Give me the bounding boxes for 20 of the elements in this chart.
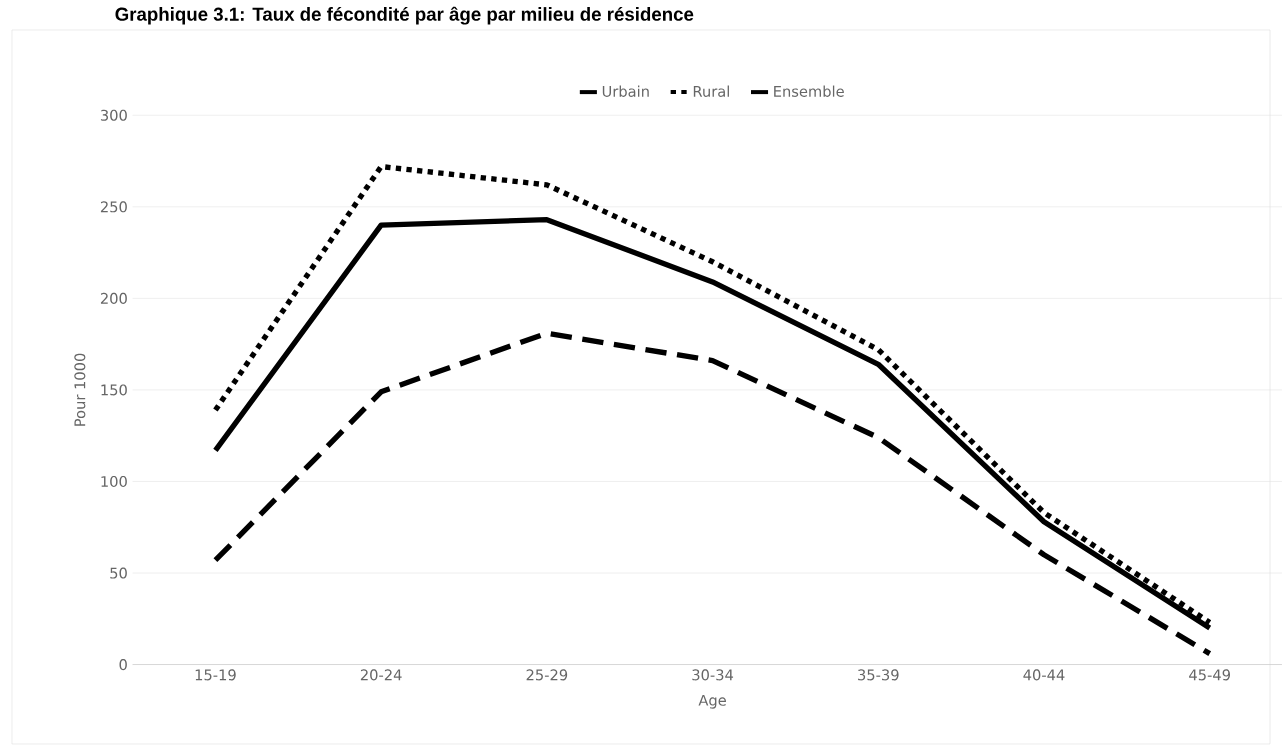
legend-label: Urbain — [602, 85, 649, 97]
y-tick-label: 100 — [101, 475, 127, 488]
legend-label: Ensemble — [774, 85, 844, 97]
x-tick-label: 30-34 — [692, 669, 734, 681]
x-tick-label: 45-49 — [1189, 669, 1230, 681]
x-tick-label: 25-29 — [526, 669, 568, 681]
x-tick-label: 35-39 — [858, 669, 899, 681]
y-tick-label: 300 — [100, 109, 127, 121]
y-tick-label: 250 — [100, 201, 127, 213]
y-axis-title: Pour 1000 — [74, 353, 86, 426]
y-tick-label: 0 — [119, 659, 127, 671]
x-tick-label: 40-44 — [1023, 669, 1065, 681]
x-tick-label: 20-24 — [360, 669, 402, 681]
chart-title: Graphique 3.1: Taux de fécondité par âge par milieu de résidence — [115, 6, 694, 25]
x-tick-label: 15-19 — [195, 669, 236, 681]
x-axis-title: Age — [698, 694, 726, 709]
y-tick-label: 150 — [101, 384, 127, 396]
y-tick-label: 50 — [110, 567, 127, 579]
y-tick-label: 200 — [100, 292, 127, 304]
legend-label: Rural — [693, 85, 729, 97]
